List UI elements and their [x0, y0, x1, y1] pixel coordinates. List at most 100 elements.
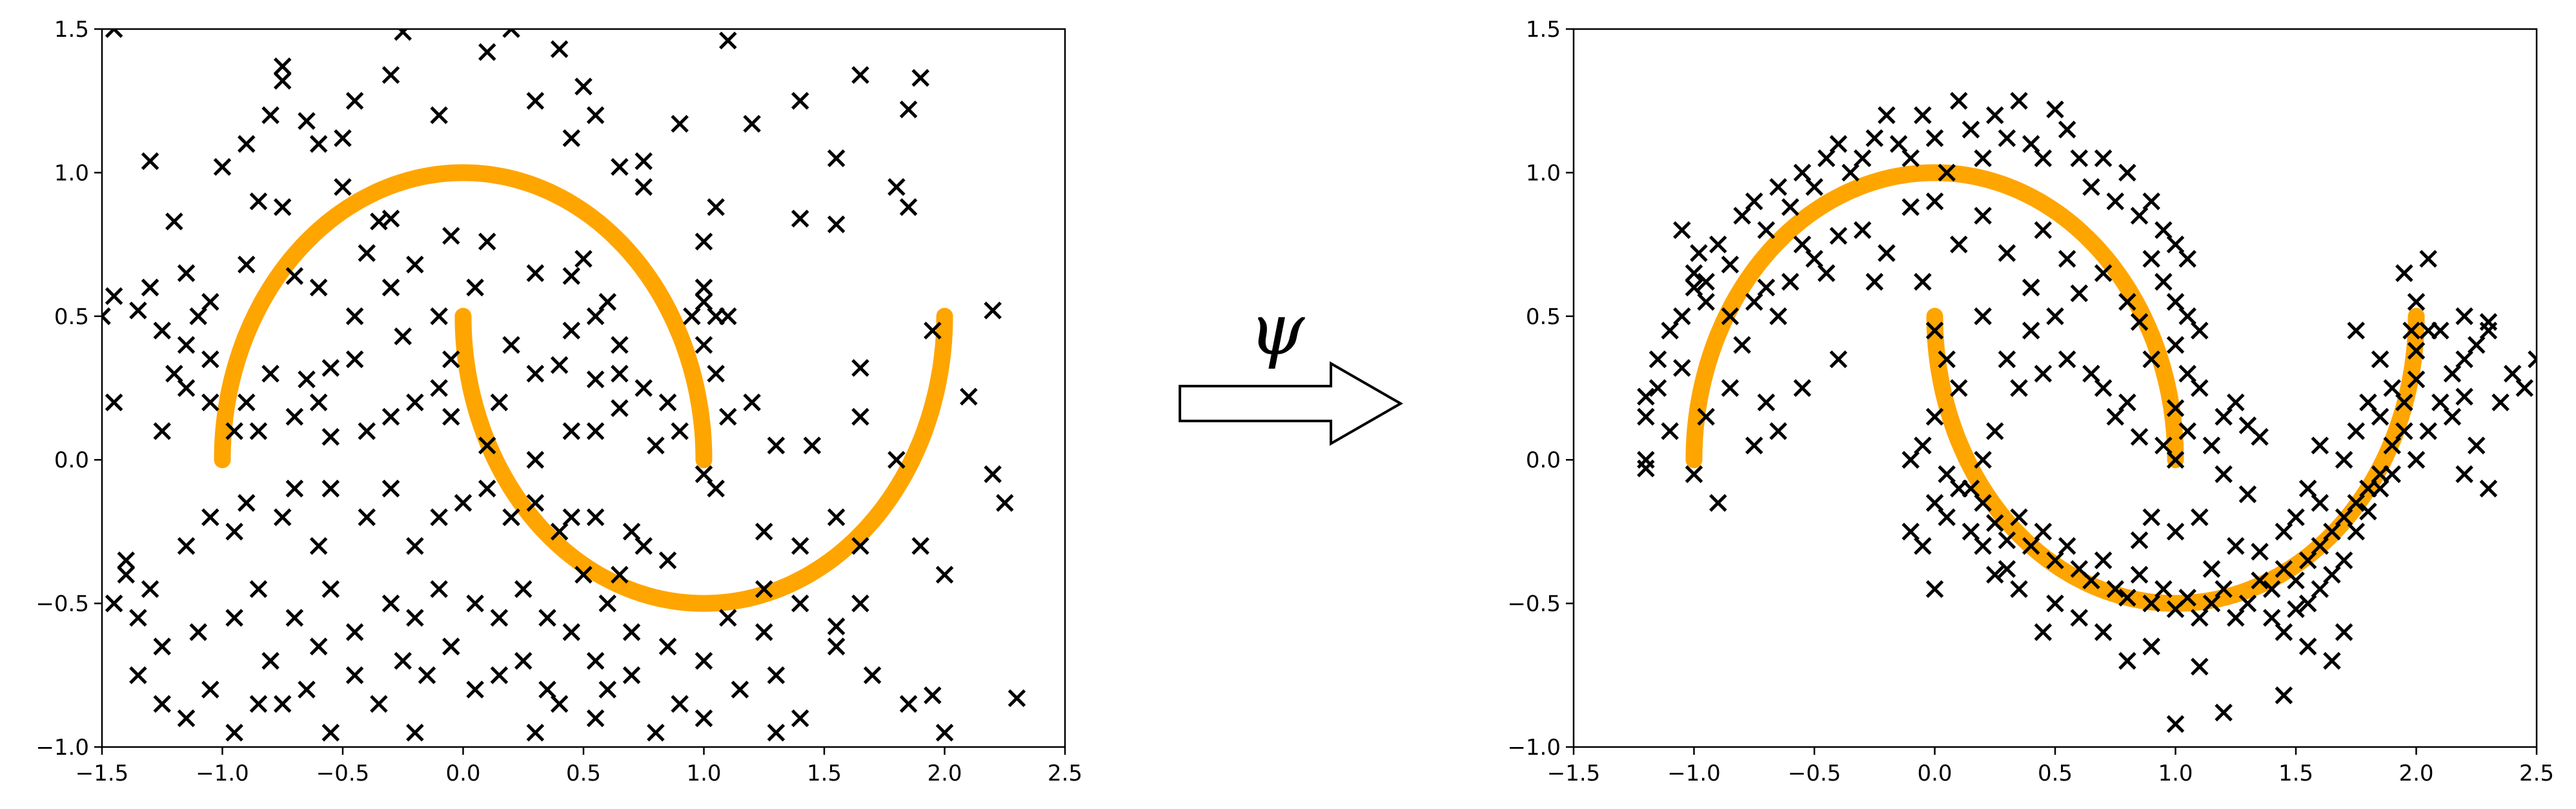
scatter-point [2106, 192, 2125, 210]
scatter-point [2275, 522, 2293, 541]
scatter-point [598, 594, 617, 613]
x-tick-label: 1.5 [807, 761, 842, 786]
scatter-point [2262, 609, 2281, 627]
scatter-point [1697, 292, 1715, 311]
scatter-point [1914, 106, 1932, 125]
scatter-point [2166, 292, 2185, 311]
scatter-point [238, 135, 256, 153]
scatter-point [984, 302, 1002, 320]
scatter-point [2359, 502, 2377, 521]
scatter-point [2046, 100, 2064, 119]
scatter-point [2262, 580, 2281, 599]
scatter-point [526, 92, 545, 110]
scatter-point [2118, 651, 2136, 670]
scatter-point [2215, 580, 2233, 599]
scatter-point [611, 158, 629, 176]
scatter-point [1733, 336, 1751, 354]
scatter-point [2383, 436, 2401, 455]
scatter-point [1648, 350, 1667, 369]
scatter-point [273, 695, 292, 713]
scatter-point [321, 479, 340, 498]
scatter-point [526, 364, 545, 383]
scatter-point [201, 681, 219, 699]
scatter-point [1781, 198, 1800, 216]
scatter-point [2155, 221, 2173, 240]
scatter-point [2479, 312, 2498, 331]
scatter-point [1998, 350, 2016, 369]
scatter-point [406, 609, 424, 627]
scatter-point [2166, 715, 2185, 733]
scatter-point [2178, 250, 2196, 268]
scatter-point [2491, 393, 2510, 412]
scatter-point [634, 379, 653, 397]
scatter-point [454, 494, 472, 512]
scatter-point [2130, 531, 2149, 549]
scatter-point [2058, 537, 2076, 555]
scatter-point [622, 623, 641, 641]
scatter-point [550, 40, 569, 58]
scatter-point [803, 436, 822, 455]
scatter-point [249, 580, 268, 599]
scatter-point [381, 278, 400, 297]
scatter-point [2335, 508, 2353, 526]
scatter-point [406, 723, 424, 742]
scatter-point [358, 422, 376, 440]
scatter-point [911, 537, 929, 555]
scatter-point [430, 508, 448, 526]
scatter-point [2383, 465, 2401, 484]
scatter-point [611, 364, 629, 383]
scatter-point [345, 666, 364, 684]
scatter-point [225, 609, 243, 627]
scatter-point [381, 209, 400, 228]
scatter-point [1709, 235, 1727, 254]
scatter-point [309, 278, 328, 297]
scatter-point [695, 465, 713, 484]
scatter-point [321, 359, 340, 377]
y-tick-label: 1.5 [1526, 17, 1561, 43]
scatter-point [2166, 336, 2185, 354]
scatter-point [345, 307, 364, 325]
scatter-point [791, 537, 809, 555]
scatter-point [1757, 393, 1776, 412]
scatter-point [2443, 364, 2462, 383]
scatter-point [1829, 227, 1848, 245]
scatter-point [2503, 364, 2522, 383]
scatter-point [2142, 250, 2160, 268]
scatter-point [2251, 571, 2269, 589]
y-tick-label: −1.0 [1507, 735, 1561, 761]
scatter-point [550, 356, 569, 374]
right-scatter-plot: −1.5 −1.0 −0.5 0.0 0.5 1.0 1.5 2.0 2.5−1.0−0.50.… [1507, 17, 2554, 786]
scatter-point [2287, 600, 2305, 619]
scatter-point [671, 422, 689, 440]
scatter-point [2118, 393, 2136, 412]
scatter-point [345, 623, 364, 641]
scatter-point [165, 212, 183, 230]
scatter-point [658, 637, 677, 656]
scatter-point [2166, 451, 2185, 469]
arrow-label: ψ [1249, 288, 1306, 371]
scatter-point [2155, 272, 2173, 291]
scatter-point [2311, 436, 2329, 455]
scatter-point [105, 594, 123, 613]
scatter-point [177, 537, 196, 555]
scatter-point [2142, 350, 2160, 369]
scatter-point [2094, 551, 2113, 569]
scatter-point [381, 594, 400, 613]
scatter-point [719, 609, 737, 627]
scatter-point [598, 681, 617, 699]
scatter-point [1938, 465, 1956, 484]
scatter-point [442, 637, 460, 656]
scatter-point [466, 278, 484, 297]
scatter-point [767, 666, 786, 684]
scatter-point [2191, 322, 2209, 340]
y-tick-label: 1.0 [54, 160, 89, 186]
scatter-point [2323, 522, 2341, 541]
scatter-point [634, 178, 653, 196]
scatter-point [129, 609, 147, 627]
scatter-point [1745, 192, 1763, 210]
scatter-point [430, 106, 448, 125]
scatter-point [466, 681, 484, 699]
scatter-point [1673, 307, 1691, 325]
scatter-point [285, 407, 304, 426]
scatter-point [285, 609, 304, 627]
